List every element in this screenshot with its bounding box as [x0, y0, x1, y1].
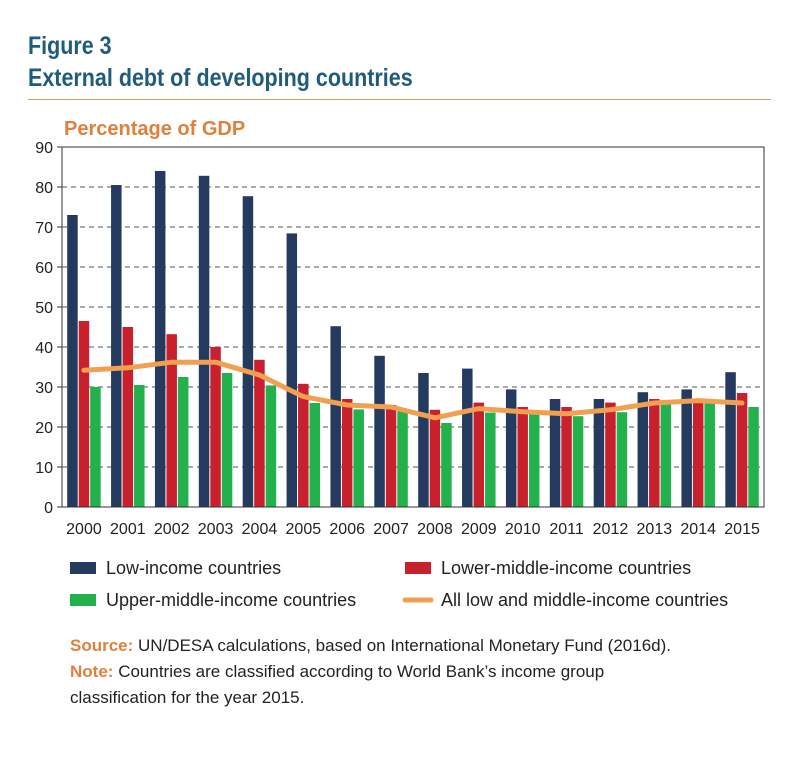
bar-lower-middle-2007: [385, 405, 397, 507]
note-text: Countries are classified according to Wo…: [70, 662, 605, 707]
bar-lower-middle-2002: [166, 334, 177, 507]
bar-low-2005: [286, 233, 298, 507]
y-tick-label: 60: [35, 260, 53, 277]
note-label: Note:: [70, 662, 114, 681]
x-tick-label: 2010: [505, 521, 541, 538]
bar-lower-middle-2000: [78, 321, 90, 507]
y-tick-label: 30: [35, 380, 53, 397]
bar-low-2010: [505, 389, 517, 507]
debt-chart: Percentage of GDP 0 10 20 30 40 50 60 70 80 90 2000…: [35, 118, 765, 610]
bar-upper-middle-2003: [221, 373, 233, 507]
bar-lower-middle-2009: [473, 402, 485, 507]
y-tick-label: 40: [35, 340, 53, 357]
bar-upper-middle-2001: [134, 385, 145, 507]
bar-lower-middle-2001: [122, 327, 134, 507]
bar-upper-middle-2012: [616, 412, 628, 507]
x-tick-label: 2000: [66, 521, 102, 538]
bar-low-2014: [681, 389, 692, 507]
bar-upper-middle-2002: [177, 377, 189, 507]
bar-low-2012: [593, 399, 605, 507]
bar-low-2002: [154, 171, 166, 507]
bar-upper-middle-2008: [441, 423, 452, 507]
x-tick-label: 2007: [373, 521, 409, 538]
figure-heading: External debt of developing countries: [28, 64, 413, 92]
legend-label: All low and middle-income countries: [441, 590, 728, 610]
source-line: Source: UN/DESA calculations, based on I…: [70, 633, 690, 659]
bar-low-2001: [111, 185, 122, 507]
plot-frame: [61, 146, 765, 508]
legend-swatch: [70, 594, 96, 606]
bar-lower-middle-2003: [210, 347, 221, 507]
y-tick-label: 50: [35, 300, 53, 317]
bar-lower-middle-2004: [254, 359, 265, 507]
x-tick-label: 2002: [154, 521, 190, 538]
y-tick-label: 0: [44, 500, 53, 517]
bar-upper-middle-2007: [397, 411, 408, 507]
source-label: Source:: [70, 636, 134, 655]
bar-lower-middle-2010: [517, 407, 528, 507]
bar-low-2013: [637, 392, 649, 507]
bar-lower-middle-2012: [605, 402, 616, 507]
bar-low-2004: [242, 196, 254, 507]
figure-title: Figure 3 External debt of developing cou…: [28, 30, 413, 94]
x-tick-label: 2013: [637, 521, 673, 538]
note-line: Note: Countries are classified according…: [70, 659, 690, 711]
y-tick-label: 70: [35, 220, 53, 237]
bar-upper-middle-2011: [572, 416, 584, 507]
bar-low-2011: [549, 399, 561, 507]
source-text: UN/DESA calculations, based on Internati…: [138, 636, 671, 655]
y-tick-label: 90: [35, 140, 53, 157]
y-tick-label: 20: [35, 420, 53, 437]
bar-upper-middle-2000: [90, 387, 101, 507]
x-tick-label: 2001: [110, 521, 146, 538]
bar-upper-middle-2009: [485, 412, 496, 507]
bar-low-2009: [462, 368, 473, 507]
bar-upper-middle-2014: [704, 401, 715, 507]
y-tick-label: 10: [35, 460, 53, 477]
title-divider: [28, 99, 771, 100]
bar-lower-middle-2015: [736, 393, 748, 507]
legend-label: Low-income countries: [106, 558, 281, 578]
x-tick-label: 2006: [329, 521, 365, 538]
x-tick-label: 2003: [198, 521, 234, 538]
bar-low-2015: [725, 372, 736, 507]
x-tick-label: 2012: [593, 521, 629, 538]
bar-low-2000: [67, 215, 78, 507]
x-tick-label: 2008: [417, 521, 453, 538]
notes: Source: UN/DESA calculations, based on I…: [70, 633, 690, 711]
line-all-low-middle-income: [81, 359, 745, 421]
x-tick-label: 2011: [549, 521, 584, 538]
x-tick-label: 2009: [461, 521, 497, 538]
bar-lower-middle-2011: [561, 407, 572, 507]
legend-label: Upper-middle-income countries: [106, 590, 356, 610]
bar-low-2003: [198, 175, 210, 508]
x-tick-label: 2014: [680, 521, 716, 538]
figure-number: Figure 3: [28, 32, 112, 60]
legend-label: Lower-middle-income countries: [441, 558, 691, 578]
bar-upper-middle-2013: [660, 403, 672, 507]
bar-lower-middle-2006: [341, 399, 353, 507]
legend-swatch: [405, 562, 431, 574]
x-tick-label: 2005: [286, 521, 322, 538]
y-tick-label: 80: [35, 180, 53, 197]
bar-upper-middle-2015: [748, 407, 759, 507]
y-axis-label: Percentage of GDP: [64, 118, 245, 140]
x-tick-label: 2004: [242, 521, 278, 538]
bar-upper-middle-2004: [265, 385, 277, 507]
legend-swatch: [70, 562, 96, 574]
bar-low-2006: [330, 326, 341, 507]
bar-lower-middle-2013: [649, 399, 660, 507]
bar-low-2008: [418, 373, 429, 507]
bar-upper-middle-2006: [353, 409, 364, 507]
bar-lower-middle-2014: [692, 402, 704, 507]
bar-upper-middle-2005: [309, 403, 321, 507]
bar-lower-middle-2005: [298, 383, 309, 507]
bar-low-2007: [374, 355, 385, 507]
bar-upper-middle-2010: [528, 413, 540, 507]
x-tick-label: 2015: [724, 521, 760, 538]
bar-lower-middle-2008: [429, 409, 441, 507]
